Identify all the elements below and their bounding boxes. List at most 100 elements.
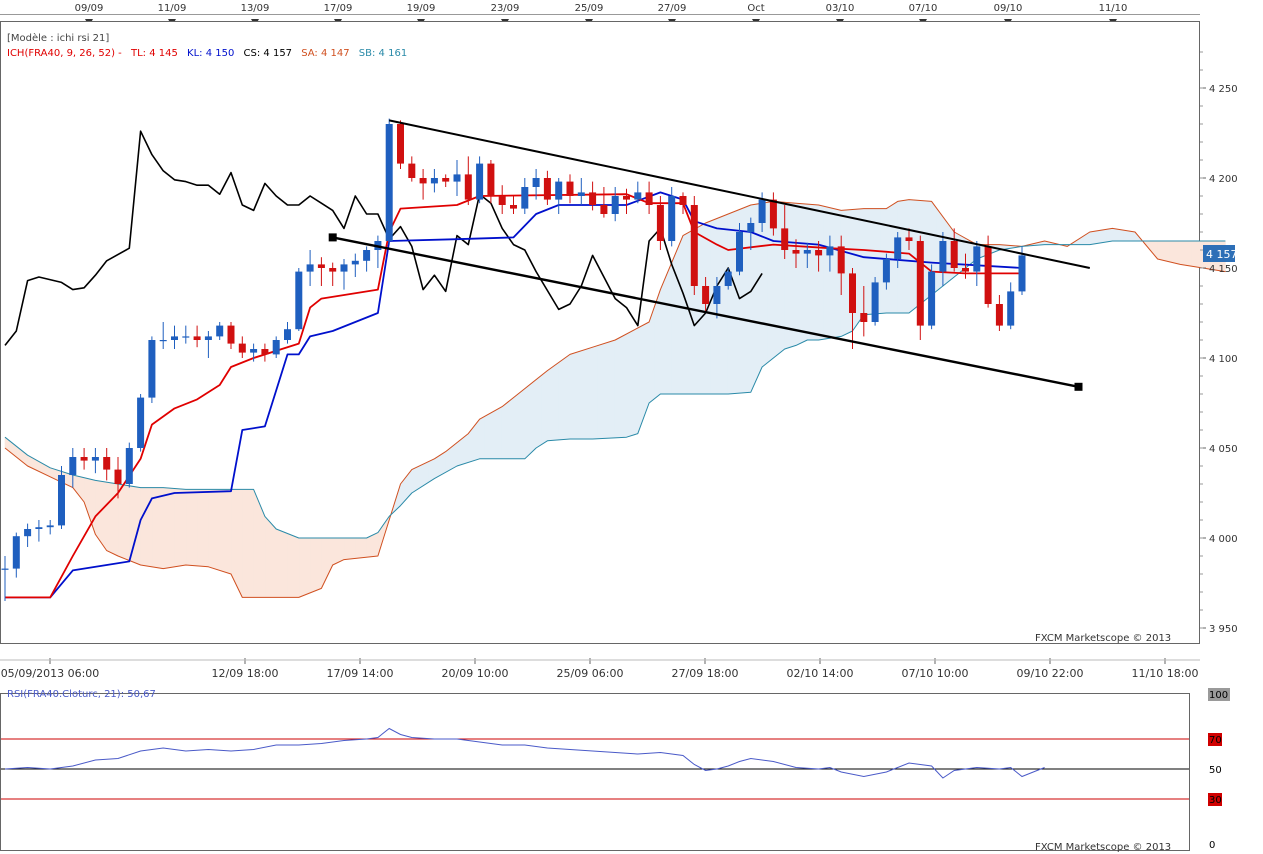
cloud-segment [614, 336, 622, 439]
candle-body [114, 469, 122, 484]
candle-body [521, 187, 529, 209]
candle-body [905, 237, 913, 241]
candle-body [724, 271, 732, 286]
candle-body [916, 241, 924, 326]
cloud-segment [281, 530, 288, 598]
cloud-segment [270, 521, 277, 598]
cloud-segment [202, 489, 209, 568]
cloud-segment [857, 208, 865, 324]
candle-body [510, 205, 517, 209]
rsi-axis: 100 70 50 30 0 [1208, 688, 1230, 851]
trendline[interactable] [388, 119, 1091, 269]
candle-body [24, 529, 32, 537]
candle-body [837, 246, 845, 274]
candle-body [351, 260, 359, 265]
candle-body [250, 349, 258, 353]
cloud-segment [123, 484, 130, 561]
cloud-segment [541, 369, 548, 445]
senkou-span-b-line [4, 240, 1226, 539]
top-axis-label: 03/10 [826, 3, 855, 14]
candle-body [679, 196, 687, 205]
top-axis-label: 13/09 [241, 3, 270, 14]
cloud-segment [247, 489, 254, 598]
cloud-segment [315, 537, 322, 592]
cloud-segment [275, 528, 283, 598]
date-axis-label: 05/09/2013 06:00 [1, 667, 100, 680]
candle-body [204, 336, 212, 340]
rsi-panel[interactable] [0, 693, 1190, 851]
cloud-segment [185, 489, 192, 566]
candle-body [871, 282, 879, 322]
cloud-segment [665, 262, 672, 395]
candle-body [713, 286, 721, 304]
candle-body [238, 343, 246, 353]
cloud-segment [174, 488, 181, 568]
tenkan-sen-line [5, 193, 1022, 599]
candle-body [1, 568, 9, 570]
candle-body [272, 340, 280, 355]
cloud-segment [744, 204, 752, 393]
trendline-handle[interactable] [1074, 382, 1083, 391]
cloud-segment [807, 203, 814, 341]
candle-body [317, 264, 325, 268]
cloud-segment [501, 401, 509, 460]
candle-body [950, 241, 958, 268]
watermark-main: FXCM Marketscope © 2013 [1035, 633, 1171, 644]
candle-body [995, 304, 1003, 326]
candle-body [894, 237, 902, 259]
cloud-segment [761, 201, 769, 368]
cloud-segment [586, 346, 593, 440]
candle-body [803, 250, 811, 254]
candle-body [58, 475, 65, 526]
cloud-segment [552, 361, 559, 441]
watermark-rsi: FXCM Marketscope © 2013 [1035, 842, 1171, 853]
trendlines[interactable] [328, 119, 1091, 391]
trendline[interactable] [332, 236, 1079, 388]
cloud-segment [490, 409, 497, 460]
candle-body [690, 205, 698, 286]
rsi-tick-badge [1208, 688, 1230, 701]
cloud-segment [569, 352, 576, 440]
top-axis: 09/09 11/09 13/09 17/09 19/09 23/09 25/09 27/09… [0, 3, 1200, 26]
candle-body [137, 397, 145, 448]
price-axis: 4 250 4 200 4 150 4 100 4 050 4 000 3 950 [1200, 51, 1238, 635]
cloud-segment [637, 324, 644, 434]
cloud-segment [242, 489, 249, 598]
cloud-segment [513, 392, 520, 460]
cloud-segment [727, 211, 735, 395]
top-axis-label: 23/09 [491, 3, 520, 14]
price-tick-label: 4 100 [1209, 354, 1238, 365]
candle-body [781, 228, 789, 250]
candle-body [984, 246, 992, 304]
candle-body [611, 196, 619, 214]
cloud-segment [603, 341, 610, 439]
candle-body [419, 178, 427, 184]
trendline-handle[interactable] [328, 233, 337, 242]
rsi-tick-badge [1208, 793, 1222, 806]
candle-body [702, 286, 710, 304]
cloud-segment [1129, 230, 1136, 242]
top-axis-label: 19/09 [407, 3, 436, 14]
cloud-segment [371, 532, 379, 557]
candle-body [487, 163, 495, 196]
cloud-segment [208, 489, 215, 570]
candle-body [69, 457, 77, 475]
cloud-segment [360, 537, 367, 559]
candle-body [91, 457, 99, 461]
candle-body [35, 527, 43, 529]
cloud-segment [213, 489, 220, 571]
candle-body [1007, 291, 1015, 326]
candle-body [600, 205, 608, 214]
cloud-segment [349, 537, 356, 560]
cloud-segment [162, 487, 170, 569]
cloud-segment [846, 209, 853, 335]
candle-body [430, 178, 438, 184]
cloud-segment [332, 537, 339, 566]
cloud-segment [1196, 240, 1204, 269]
cloud-segment [191, 489, 198, 567]
date-axis-label: 27/09 18:00 [672, 667, 739, 680]
rsi-tick-label: 100 [1209, 690, 1228, 701]
candle-body [928, 271, 936, 326]
last-price-label: 4 157 [1206, 248, 1238, 261]
